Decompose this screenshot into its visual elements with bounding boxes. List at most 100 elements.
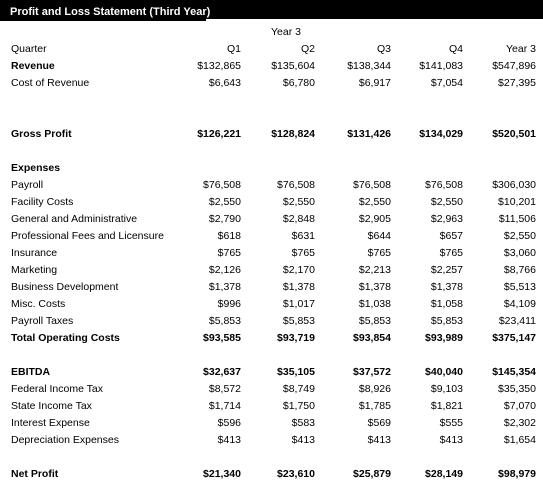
q1-value: $32,637 bbox=[203, 366, 241, 378]
row-label: State Income Tax bbox=[11, 400, 92, 412]
year-total-value: $145,354 bbox=[492, 366, 536, 378]
q2-value: $128,824 bbox=[271, 128, 315, 140]
expenses-heading-row: Expenses bbox=[0, 160, 543, 177]
q2-value: $5,853 bbox=[282, 315, 315, 327]
year-total-value: $1,654 bbox=[503, 434, 536, 446]
q1-value: $618 bbox=[217, 230, 241, 242]
q2-value: $8,749 bbox=[282, 383, 315, 395]
year-total-value: $3,060 bbox=[503, 247, 536, 259]
row-label: Business Development bbox=[11, 281, 119, 293]
q4-value: $2,257 bbox=[430, 264, 463, 276]
q2-value: $1,750 bbox=[282, 400, 315, 412]
year-total-value: $23,411 bbox=[498, 315, 536, 327]
q3-value: $2,550 bbox=[358, 196, 391, 208]
q4-value: $555 bbox=[439, 417, 463, 429]
q4-value: $134,029 bbox=[419, 128, 463, 140]
expense-row-facility-costs: Facility Costs $2,550 $2,550 $2,550 $2,5… bbox=[0, 194, 543, 211]
q1-value: $8,572 bbox=[208, 383, 241, 395]
quarter-header: Quarter bbox=[11, 43, 47, 55]
year-total-value: $10,201 bbox=[498, 196, 536, 208]
q1-value: $596 bbox=[217, 417, 241, 429]
q1-value: $126,221 bbox=[197, 128, 241, 140]
statement-title: Profit and Loss Statement (Third Year) bbox=[10, 6, 211, 18]
year-total-value: $8,766 bbox=[503, 264, 536, 276]
q3-value: $765 bbox=[367, 247, 391, 259]
q3-value: $5,853 bbox=[358, 315, 391, 327]
expense-row-professional-fees: Professional Fees and Licensure $618 $63… bbox=[0, 228, 543, 245]
revenue-row: Revenue $132,865 $135,604 $138,344 $141,… bbox=[0, 58, 543, 75]
q3-value: $25,879 bbox=[353, 468, 391, 480]
q4-value: $5,853 bbox=[430, 315, 463, 327]
q4-value: $141,083 bbox=[419, 60, 463, 72]
q2-value: $413 bbox=[291, 434, 315, 446]
row-label: Payroll Taxes bbox=[11, 315, 74, 327]
q4-value: $93,989 bbox=[425, 332, 463, 344]
q4-value: $40,040 bbox=[425, 366, 463, 378]
q1-value: $996 bbox=[217, 298, 241, 310]
statement-title-bar: Profit and Loss Statement (Third Year) bbox=[0, 0, 543, 21]
federal-income-tax-row: Federal Income Tax $8,572 $8,749 $8,926 … bbox=[0, 381, 543, 398]
year-total-value: $520,501 bbox=[492, 128, 536, 140]
year-total-value: $2,302 bbox=[503, 417, 536, 429]
row-label: General and Administrative bbox=[11, 213, 138, 225]
year-total-value: $2,550 bbox=[503, 230, 536, 242]
q4-value: $2,550 bbox=[430, 196, 463, 208]
q1-value: $6,643 bbox=[208, 77, 241, 89]
q2-value: $2,170 bbox=[282, 264, 315, 276]
year-total-value: $306,030 bbox=[492, 179, 536, 191]
total-operating-costs-row: Total Operating Costs $93,585 $93,719 $9… bbox=[0, 330, 543, 347]
q1-value: $132,865 bbox=[197, 60, 241, 72]
q2-value: $1,017 bbox=[282, 298, 315, 310]
row-label: Revenue bbox=[11, 60, 55, 72]
q3-value: $2,905 bbox=[358, 213, 391, 225]
q3-value: $1,378 bbox=[358, 281, 391, 293]
q3-value: $93,854 bbox=[353, 332, 391, 344]
q4-value: $1,821 bbox=[430, 400, 463, 412]
q4-value: $2,963 bbox=[430, 213, 463, 225]
q2-value: $583 bbox=[291, 417, 315, 429]
q1-value: $1,378 bbox=[208, 281, 241, 293]
q4-value: $657 bbox=[439, 230, 463, 242]
expense-row-marketing: Marketing $2,126 $2,170 $2,213 $2,257 $8… bbox=[0, 262, 543, 279]
q1-value: $2,126 bbox=[208, 264, 241, 276]
q2-value: $765 bbox=[291, 247, 315, 259]
q3-value: $131,426 bbox=[347, 128, 391, 140]
expense-row-payroll: Payroll $76,508 $76,508 $76,508 $76,508 … bbox=[0, 177, 543, 194]
row-label: Marketing bbox=[11, 264, 58, 276]
row-label: Payroll bbox=[11, 179, 44, 191]
state-income-tax-row: State Income Tax $1,714 $1,750 $1,785 $1… bbox=[0, 398, 543, 415]
q2-value: $93,719 bbox=[277, 332, 315, 344]
q3-value: $37,572 bbox=[353, 366, 391, 378]
q3-value: $8,926 bbox=[358, 383, 391, 395]
expense-row-business-development: Business Development $1,378 $1,378 $1,37… bbox=[0, 279, 543, 296]
q2-value: $76,508 bbox=[277, 179, 315, 191]
q4-value: $1,058 bbox=[430, 298, 463, 310]
q1-value: $1,714 bbox=[208, 400, 241, 412]
q1-value: $76,508 bbox=[203, 179, 241, 191]
year-total-value: $27,395 bbox=[498, 77, 536, 89]
q1-value: $21,340 bbox=[203, 468, 241, 480]
expenses-heading: Expenses bbox=[11, 162, 61, 174]
q3-value: $1,785 bbox=[358, 400, 391, 412]
q2-value: $2,848 bbox=[282, 213, 315, 225]
row-label: Facility Costs bbox=[11, 196, 74, 208]
q4-header: Q4 bbox=[448, 43, 463, 55]
year-total-value: $11,506 bbox=[498, 213, 536, 225]
row-label: Net Profit bbox=[11, 468, 59, 480]
q1-value: $2,790 bbox=[208, 213, 241, 225]
year-total-value: $4,109 bbox=[503, 298, 536, 310]
gross-profit-row: Gross Profit $126,221 $128,824 $131,426 … bbox=[0, 126, 543, 143]
row-label: Cost of Revenue bbox=[11, 77, 90, 89]
q2-value: $135,604 bbox=[271, 60, 315, 72]
q3-value: $138,344 bbox=[347, 60, 391, 72]
q4-value: $28,149 bbox=[425, 468, 463, 480]
q3-header: Q3 bbox=[376, 43, 391, 55]
q2-value: $2,550 bbox=[282, 196, 315, 208]
year-total-value: $5,513 bbox=[503, 281, 536, 293]
ebitda-row: EBITDA $32,637 $35,105 $37,572 $40,040 $… bbox=[0, 364, 543, 381]
q1-value: $413 bbox=[217, 434, 241, 446]
q2-value: $1,378 bbox=[282, 281, 315, 293]
interest-expense-row: Interest Expense $596 $583 $569 $555 $2,… bbox=[0, 415, 543, 432]
year-total-header: Year 3 bbox=[506, 43, 536, 55]
net-profit-row: Net Profit $21,340 $23,610 $25,879 $28,1… bbox=[0, 466, 543, 483]
